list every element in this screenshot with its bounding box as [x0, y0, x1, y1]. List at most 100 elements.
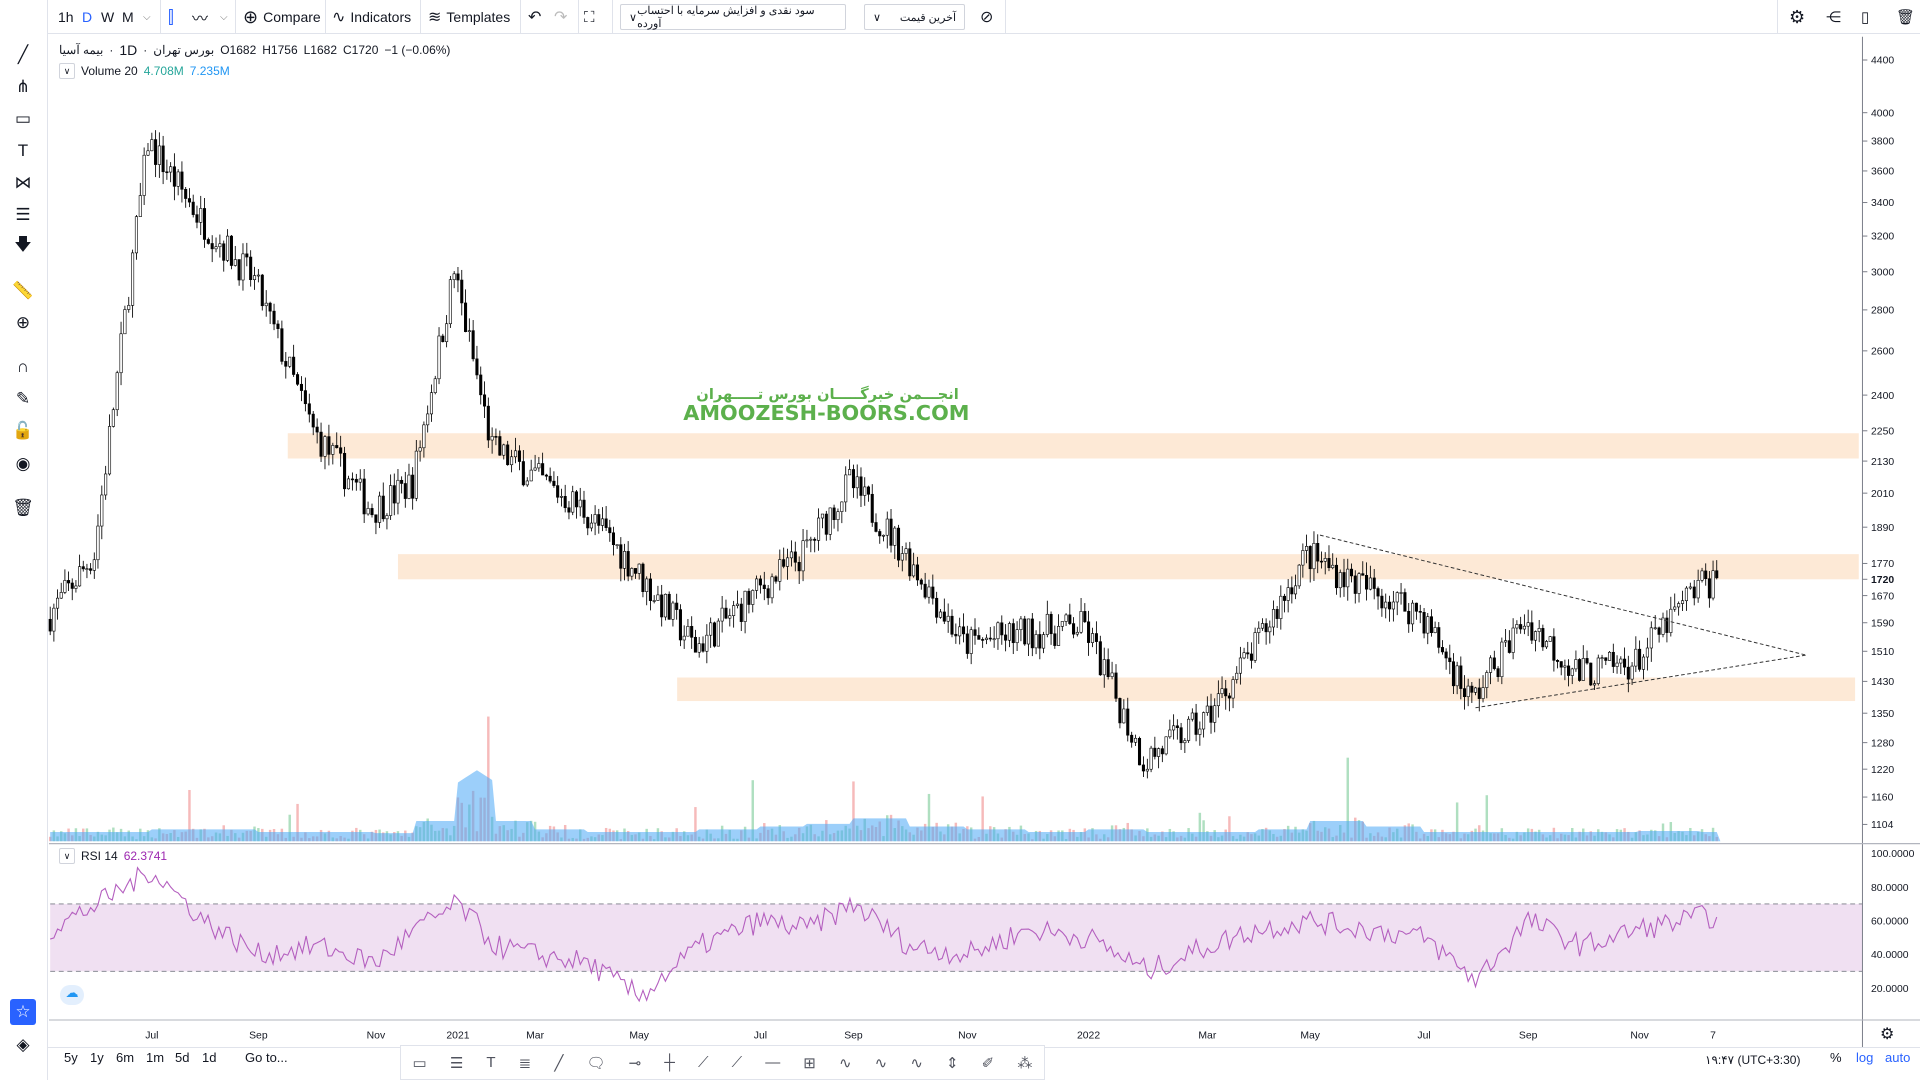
candle-body	[498, 436, 502, 456]
volume-bar	[1597, 829, 1600, 842]
candle-body	[513, 450, 518, 458]
lock-drawing-icon[interactable]: ✎	[15, 389, 31, 408]
volume-bar	[671, 831, 675, 842]
candle-body	[339, 447, 343, 454]
range-5d[interactable]: 5d	[175, 1050, 190, 1065]
candle-body	[96, 525, 100, 561]
templates-button[interactable]: ≋ Templates	[428, 0, 510, 34]
parallel-channel-icon[interactable]: ☰	[449, 1054, 464, 1072]
share-icon[interactable]: ⋲	[1826, 9, 1841, 26]
chevron-down-icon[interactable]: ⌵	[143, 11, 151, 23]
interval-W[interactable]: W	[101, 0, 114, 34]
percent-toggle[interactable]: %	[1830, 1050, 1842, 1065]
layers-icon[interactable]: ◈	[16, 1035, 30, 1054]
arrow-down-icon[interactable]: 🡇	[14, 234, 32, 254]
candle-body	[1216, 693, 1220, 707]
undo-icon[interactable]: ↶	[528, 9, 542, 26]
interval-1h[interactable]: 1h	[58, 0, 74, 34]
lock-icon[interactable]: 🔓	[12, 421, 34, 440]
candle-body	[1079, 611, 1083, 633]
rectangle-icon[interactable]: ▭	[14, 109, 32, 128]
zoom-in-icon[interactable]: ⊕	[15, 313, 31, 332]
candle-body	[1589, 662, 1593, 686]
volume-bar	[916, 827, 919, 842]
eye-icon[interactable]: ◉	[15, 454, 31, 473]
callout-icon[interactable]: 🗨	[586, 1054, 606, 1072]
text-icon[interactable]: T	[17, 141, 29, 160]
interval-M[interactable]: M	[122, 0, 134, 34]
price-range-icon[interactable]: ⇕	[945, 1054, 959, 1072]
candle-body	[1638, 648, 1642, 670]
candle-body	[381, 495, 385, 520]
volume-bar	[393, 832, 396, 842]
ray-icon[interactable]: ⟋	[697, 1054, 709, 1071]
range-6m[interactable]: 6m	[116, 1050, 135, 1065]
chevron-down-icon[interactable]: ∨	[59, 63, 75, 79]
fib-icon[interactable]: ≣	[518, 1054, 532, 1072]
auto-toggle[interactable]: auto	[1885, 1050, 1911, 1065]
prediction-icon[interactable]: ☰	[15, 205, 31, 224]
symbol-name[interactable]: بیمه آسیا	[59, 43, 104, 57]
indicators-button[interactable]: ∿ Indicators	[332, 0, 411, 34]
candle-body	[923, 583, 927, 598]
redo-icon[interactable]: ↷	[554, 9, 568, 26]
watermark: انجـــمن خبرگـــــان بورس تـــــهران AMO…	[683, 385, 969, 425]
trash-icon[interactable]: 🗑	[12, 498, 34, 517]
chevron-down-icon[interactable]: ∨	[59, 848, 75, 864]
chevron-down-icon[interactable]: ⌵	[220, 11, 228, 23]
xabcd-pattern-icon[interactable]: ∿	[910, 1054, 923, 1072]
eye-off-icon[interactable]: ⊘	[980, 9, 994, 26]
ruler-icon[interactable]: 📏	[12, 281, 34, 300]
interval-D[interactable]: D	[82, 0, 92, 34]
pitchfork-icon[interactable]: ⋔	[15, 77, 31, 96]
price-source-dropdown[interactable]: ∨ آخرین قیمت	[864, 4, 965, 30]
horizontal-line-icon[interactable]: —	[765, 1054, 781, 1071]
range-1y[interactable]: 1y	[90, 1050, 104, 1065]
cross-line-icon[interactable]: ┼	[664, 1054, 675, 1071]
candle-body	[1157, 748, 1161, 757]
snapshot-icon[interactable]: ▯	[1861, 9, 1870, 26]
volume-bar	[78, 836, 81, 842]
drawing-toolbar-bottom: ▭ ☰ T ≣ ╱ 🗨 ⊸ ┼ ⟋ ⟋ — ⊞ ∿ ∿ ∿ ⇕ ✐ ⁂	[400, 1045, 1045, 1080]
gear-icon[interactable]: ⚙	[1789, 6, 1806, 27]
range-1m[interactable]: 1m	[146, 1050, 165, 1065]
gear-icon[interactable]: ⚙	[1880, 1026, 1895, 1043]
adjustment-dropdown[interactable]: ∨ سود نقدی و افزایش سرمایه با احتساب آورد…	[620, 4, 846, 30]
fullscreen-icon[interactable]: ⛶	[584, 8, 595, 26]
cloud-icon[interactable]: ☁	[60, 985, 84, 1005]
candle-body	[1376, 588, 1380, 597]
trash-icon[interactable]: 🗑	[1896, 9, 1916, 26]
volume-bar	[882, 836, 885, 842]
magnet-icon[interactable]: ∩	[16, 357, 30, 376]
text-icon[interactable]: T	[486, 1054, 496, 1071]
volume-bar	[701, 838, 705, 842]
compare-button[interactable]: ⊕ Compare	[243, 0, 321, 34]
path-icon[interactable]: ⁂	[1017, 1054, 1033, 1072]
abcd-pattern-icon[interactable]: ∿	[874, 1054, 888, 1072]
horizontal-ray-icon[interactable]: ⊸	[628, 1054, 642, 1072]
candle-body	[1645, 647, 1649, 658]
trend-line-icon[interactable]: ╱	[554, 1054, 564, 1072]
range-5y[interactable]: 5y	[64, 1050, 78, 1065]
range-1d[interactable]: 1d	[202, 1050, 217, 1065]
star-icon[interactable]: ☆	[10, 999, 36, 1025]
candle-body	[1361, 573, 1365, 576]
pattern-icon[interactable]: ⋈	[14, 173, 32, 192]
brush-icon[interactable]: ✐	[981, 1054, 995, 1072]
log-toggle[interactable]: log	[1856, 1050, 1874, 1065]
candle-body	[494, 436, 498, 438]
date-range-icon[interactable]: ⊞	[803, 1054, 816, 1072]
volume-bar	[343, 837, 346, 842]
candles-icon[interactable]: ⫿	[168, 6, 174, 27]
extended-line-icon[interactable]: ⟋	[731, 1054, 743, 1071]
rectangle-icon[interactable]: ▭	[412, 1054, 427, 1072]
candle-body	[889, 518, 893, 546]
candle-body	[1198, 728, 1202, 735]
volume-bar	[1198, 812, 1202, 842]
goto-button[interactable]: Go to...	[245, 1050, 288, 1065]
trend-line-icon[interactable]: ╱	[17, 45, 29, 64]
candle-body	[996, 622, 1000, 640]
line-chart-icon[interactable]: 〰	[192, 11, 209, 28]
elliott-wave-icon[interactable]: ∿	[838, 1054, 852, 1072]
